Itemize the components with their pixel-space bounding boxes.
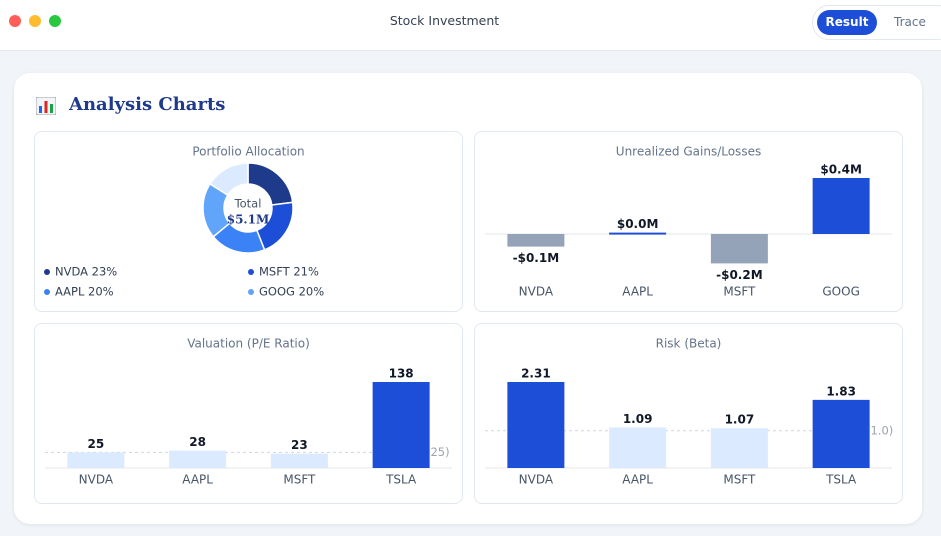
- x-tick-label: MSFT: [723, 285, 756, 299]
- legend-label: NVDA 23%: [55, 265, 117, 279]
- reference-label: (1.0): [866, 423, 893, 437]
- chart: Valuation (P/E Ratio) (25) 25 NVDA 28 AAPL 23 M…: [45, 337, 452, 487]
- bar: [270, 453, 328, 468]
- tab-trace[interactable]: Trace: [894, 15, 926, 29]
- panel-title: Analysis Charts: [69, 94, 226, 115]
- tab-result[interactable]: Result: [817, 10, 877, 35]
- x-tick-label: MSFT: [723, 473, 756, 487]
- donut-slice: [208, 162, 249, 197]
- legend-swatch: [44, 289, 50, 295]
- chart-title: Valuation (P/E Ratio): [187, 337, 310, 351]
- bar: [609, 232, 667, 235]
- value-label: 1.09: [623, 412, 653, 426]
- reference-label: (25): [426, 445, 450, 459]
- bar: [710, 428, 768, 468]
- value-label: 138: [389, 367, 414, 381]
- value-label: 23: [291, 438, 308, 452]
- chart-title: Unrealized Gains/Losses: [616, 145, 761, 159]
- title-bar: Stock Investment Result Trace: [0, 0, 941, 51]
- legend-label: GOOG 20%: [259, 285, 324, 299]
- legend-label: AAPL 20%: [55, 285, 114, 299]
- x-tick-label: NVDA: [519, 473, 554, 487]
- value-label: $0.0M: [617, 217, 659, 231]
- chart-card: Valuation (P/E Ratio) (25) 25 NVDA 28 AAPL 23 M…: [34, 323, 463, 504]
- chart-title: Risk (Beta): [656, 337, 722, 351]
- minimize-button[interactable]: [29, 15, 41, 27]
- bar: [609, 427, 667, 468]
- bar: [507, 382, 565, 468]
- x-tick-label: GOOG: [822, 285, 860, 299]
- legend-label: MSFT 21%: [259, 265, 319, 279]
- bar: [169, 450, 227, 468]
- x-tick-label: NVDA: [79, 473, 114, 487]
- x-tick-label: TSLA: [385, 473, 417, 487]
- value-label: 25: [88, 437, 105, 451]
- chart-title: Portfolio Allocation: [192, 145, 304, 159]
- chart: Risk (Beta) (1.0) 2.31 NVDA 1.09 AAPL 1.07 MSFT…: [485, 337, 893, 487]
- bar: [67, 452, 125, 468]
- value-label: 28: [189, 435, 206, 449]
- analysis-panel: Analysis Charts Portfolio Allocation Tota…: [14, 73, 922, 524]
- zoom-button[interactable]: [49, 15, 61, 27]
- legend-swatch: [248, 289, 254, 295]
- chart-icon: [36, 97, 56, 115]
- x-tick-label: AAPL: [622, 473, 653, 487]
- chart: Unrealized Gains/Losses -$0.1M NVDA $0.0M AA…: [485, 145, 892, 299]
- value-label: 1.83: [826, 384, 856, 398]
- value-label: $0.4M: [820, 163, 862, 177]
- center-value: $5.1M: [227, 213, 270, 227]
- x-tick-label: TSLA: [825, 473, 857, 487]
- x-tick-label: AAPL: [182, 473, 213, 487]
- value-label: 1.07: [725, 413, 755, 427]
- tab-switch: Result Trace: [812, 5, 941, 40]
- bar: [507, 234, 565, 247]
- bar: [812, 178, 870, 234]
- x-tick-label: AAPL: [622, 285, 653, 299]
- value-label: 2.31: [521, 367, 551, 381]
- chart-card: Portfolio Allocation Total $5.1M NVDA 23% MS…: [34, 131, 463, 312]
- bar: [372, 382, 430, 468]
- center-label: Total: [234, 197, 262, 211]
- close-button[interactable]: [9, 15, 21, 27]
- chart: Portfolio Allocation Total $5.1M NVDA 23% MS…: [44, 145, 324, 299]
- x-tick-label: MSFT: [283, 473, 316, 487]
- legend-swatch: [44, 269, 50, 275]
- window-title: Stock Investment: [389, 13, 500, 28]
- legend-swatch: [248, 269, 254, 275]
- value-label: -$0.2M: [716, 268, 763, 282]
- chart-card: Risk (Beta) (1.0) 2.31 NVDA 1.09 AAPL 1.07 MSFT…: [474, 323, 903, 504]
- chart-card: Unrealized Gains/Losses -$0.1M NVDA $0.0M AA…: [474, 131, 903, 312]
- bar: [812, 399, 870, 468]
- bar: [710, 234, 768, 264]
- value-label: -$0.1M: [513, 251, 560, 265]
- x-tick-label: NVDA: [519, 285, 554, 299]
